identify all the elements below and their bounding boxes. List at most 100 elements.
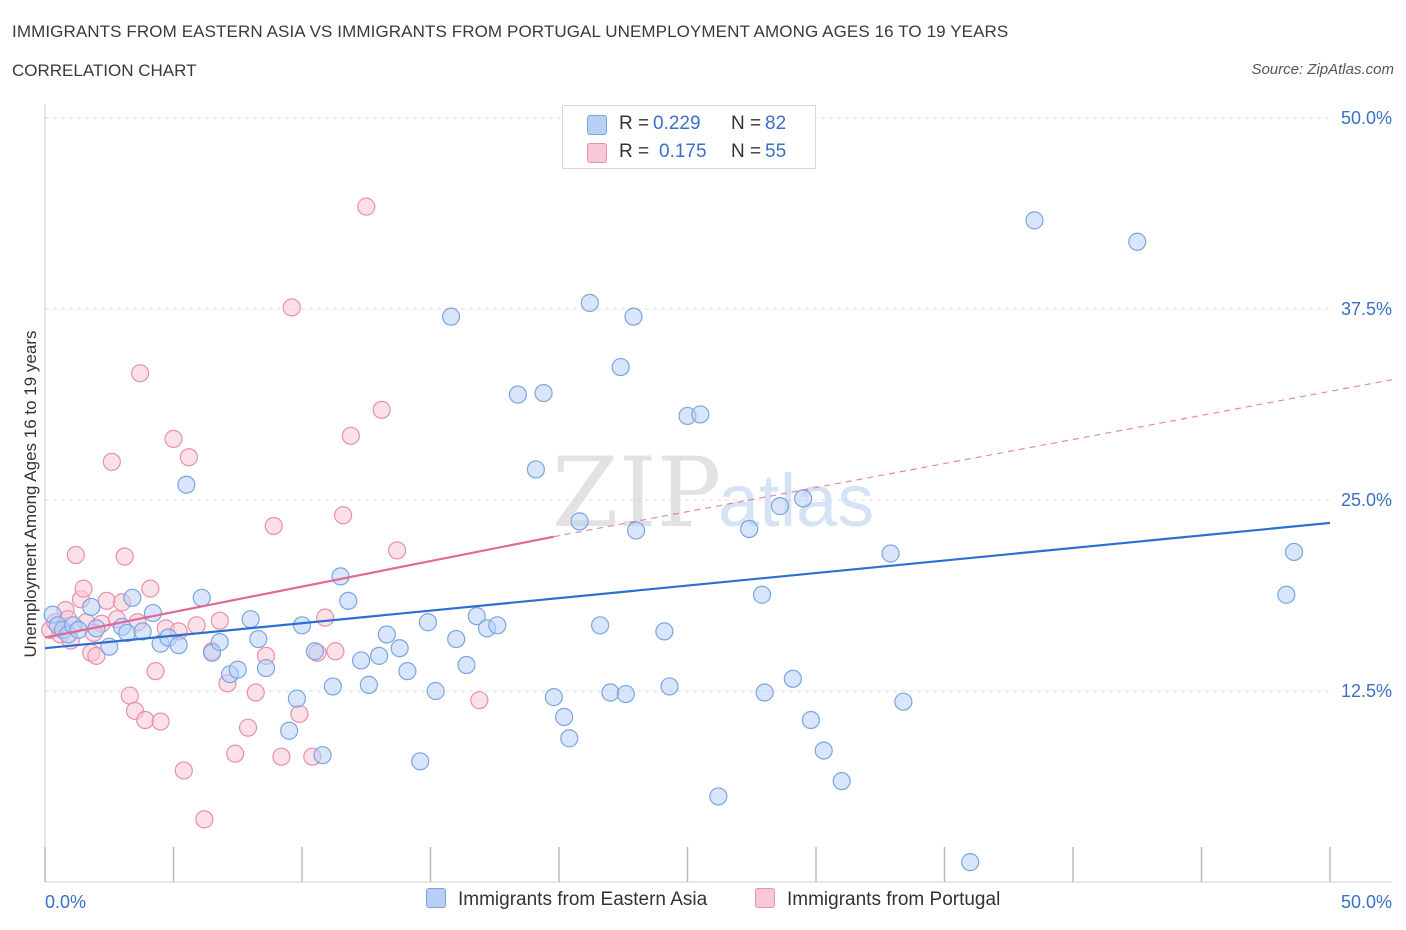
bottom-legend-portugal: Immigrants from Portugal [755,888,1000,911]
legend-swatch-pink [587,143,607,163]
eastern-asia-point [418,613,438,632]
portugal-point [115,547,134,566]
legend-n-label: N = [731,113,762,134]
portugal-point [238,718,258,737]
eastern-asia-point [177,475,196,494]
eastern-asia-point [770,497,790,516]
eastern-asia-point [249,629,268,649]
trend-lines [44,378,1395,650]
legend-r-label: R = [619,141,650,162]
eastern-asia-point [814,741,833,760]
eastern-asia-point [591,616,610,635]
eastern-asia-point [752,585,772,604]
legend-r-label: R = [619,113,650,134]
chart-subtitle: CORRELATION CHART [12,61,197,80]
grid-lines [45,117,1330,692]
eastern-asia-point [508,385,527,404]
eastern-asia-point [123,588,142,607]
portugal-point [66,545,85,565]
eastern-asia-point [655,622,674,641]
eastern-asia-point [411,752,430,771]
portugal-point [264,516,283,536]
bottom-legend-swatch-pink [755,888,775,908]
source-label: Source: ZipAtlas.com [1251,61,1394,78]
eastern-asia-point [359,675,378,694]
portugal-point [290,704,309,724]
portugal-trend-line [44,535,555,639]
eastern-asia-point [611,357,630,377]
eastern-asia-point [794,489,813,508]
eastern-asia-point [228,660,247,679]
portugal-point [87,646,106,665]
legend-n-value: 55 [765,141,787,162]
eastern-asia-point [488,616,507,635]
portugal-point [102,452,121,471]
portugal-point [272,747,291,766]
eastern-asia-point [143,603,163,623]
axes [44,104,1392,883]
eastern-asia-point [1128,232,1147,251]
eastern-asia-point [457,655,476,675]
eastern-asia-point [601,683,620,702]
eastern-asia-point [709,787,728,806]
eastern-asia-point [241,610,260,629]
bottom-legend-label: Immigrants from Portugal [787,889,1001,910]
eastern-asia-point [339,591,358,610]
eastern-asia-point [616,684,635,704]
eastern-asia-point [544,688,563,707]
y-tick-label: 12.5% [1341,681,1392,701]
eastern-asia-point [626,521,646,540]
eastern-asia-point [192,588,211,607]
eastern-asia-point [1025,211,1044,230]
portugal-point [372,400,391,419]
eastern-asia-point [280,721,299,740]
portugal-point [120,686,139,705]
eastern-asia-point [881,544,900,563]
portugal-point [246,683,265,702]
legend-r-value: 0.175 [659,141,707,162]
eastern-asia-point [133,622,152,641]
portugal-point [316,608,335,627]
eastern-asia-point [580,293,599,312]
portugal-point [341,426,360,445]
eastern-asia-point [832,772,851,791]
portugal-point [210,611,229,630]
portugal-point [164,429,183,448]
eastern-asia-point [331,567,350,586]
eastern-asia-trend-line [44,521,1331,650]
correlation-legend: R = 0.229 N = 82 R = 0.175 N = 55 [562,105,816,169]
y-axis-label: Unemployment Among Ages 16 to 19 years [21,331,40,658]
eastern-asia-point [169,636,188,655]
bottom-legend-swatch-blue [426,888,446,908]
eastern-asia-point [305,642,324,661]
eastern-asia-point [210,633,229,652]
eastern-asia-point [534,383,553,403]
legend-n-value: 82 [765,113,787,134]
portugal-point [151,712,170,731]
portugal-point [146,662,165,681]
portugal-point [387,541,407,560]
portugal-point [334,506,353,525]
bottom-legend-eastern-asia: Immigrants from Eastern Asia [426,888,707,911]
eastern-asia-point [783,669,802,688]
eastern-asia-point [441,307,461,326]
eastern-asia-point [426,681,445,701]
eastern-asia-point [370,646,389,665]
x-tick-label: 50.0% [1341,892,1392,912]
eastern-asia-point [560,729,579,748]
portugal-points [41,197,489,829]
legend-r-value: 0.229 [653,113,701,134]
eastern-asia-point [292,616,312,635]
eastern-asia-point [352,651,371,670]
eastern-asia-point [82,597,101,617]
eastern-asia-point [390,639,409,658]
eastern-asia-point [624,307,643,326]
y-tick-label: 37.5% [1341,299,1392,319]
portugal-point [174,761,193,780]
eastern-asia-point [1277,585,1296,604]
eastern-asia-point [467,607,486,626]
eastern-asia-point [1284,542,1304,562]
portugal-point [187,616,206,635]
portugal-point [130,364,150,383]
